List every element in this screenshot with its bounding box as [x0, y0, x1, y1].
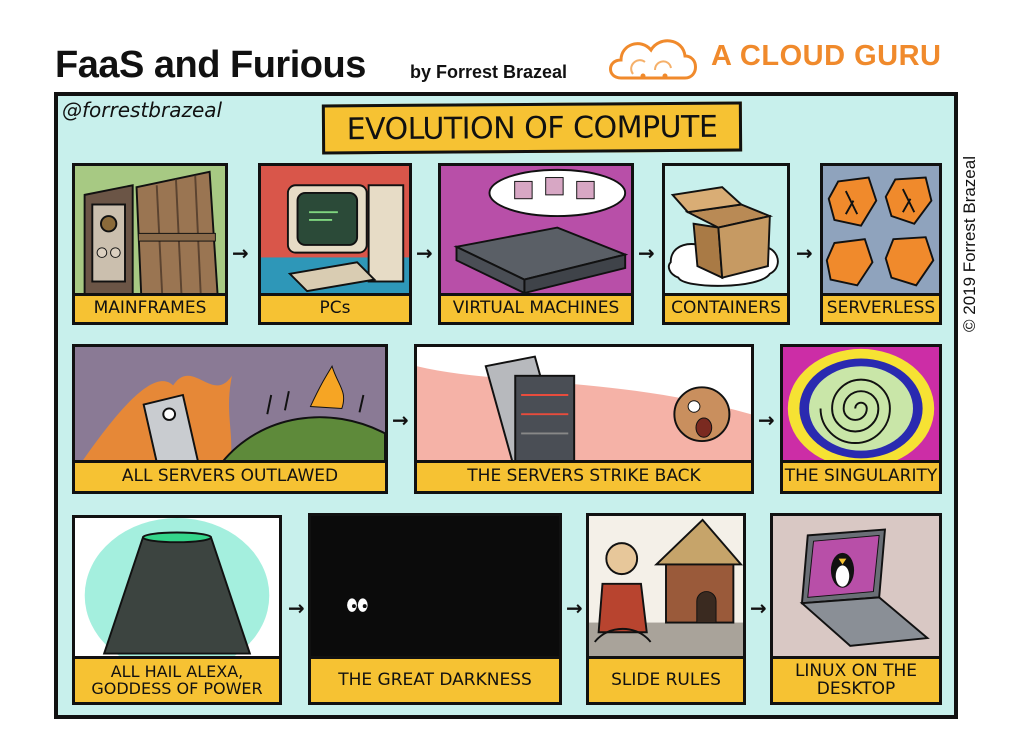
caption-mainframes: MAINFRAMES	[72, 293, 228, 325]
mainframe-icon	[75, 166, 225, 320]
copyright-notice: © 2019 Forrest Brazeal	[960, 156, 979, 332]
arrow-icon: →	[796, 241, 813, 265]
byline: by Forrest Brazeal	[410, 62, 568, 82]
arrow-icon: →	[288, 596, 305, 620]
arrow-icon: →	[416, 241, 433, 265]
arrow-icon: →	[392, 408, 409, 432]
caption-servers-strike-back: THE SERVERS STRIKE BACK	[414, 460, 754, 494]
arrow-icon: →	[750, 596, 767, 620]
caption-great-darkness: THE GREAT DARKNESS	[308, 656, 562, 705]
arrow-icon: →	[638, 241, 655, 265]
brand-wordmark: A CLOUD GURU	[711, 40, 942, 72]
caption-linux-desktop: LINUX ON THE DESKTOP	[770, 656, 942, 705]
caption-all-servers-outlawed: ALL SERVERS OUTLAWED	[72, 460, 388, 494]
caption-alexa: ALL HAIL ALEXA, GODDESS OF POWER	[72, 656, 282, 705]
caption-containers: CONTAINERS	[662, 293, 790, 325]
comic-title: FaaS and Furious	[55, 44, 366, 86]
caption-serverless: SERVERLESS	[820, 293, 942, 325]
cloud-logo-icon	[609, 39, 697, 80]
caption-pcs: PCs	[258, 293, 412, 325]
arrow-icon: →	[758, 408, 775, 432]
arrow-icon: →	[566, 596, 583, 620]
comic-banner: EVOLUTION OF COMPUTE	[321, 101, 743, 155]
caption-slide-rules: SLIDE RULES	[586, 656, 746, 705]
caption-singularity: THE SINGULARITY	[780, 460, 942, 494]
arrow-icon: →	[232, 241, 249, 265]
caption-virtual-machines: VIRTUAL MACHINES	[438, 293, 634, 325]
author-handle: @forrestbrazeal	[62, 98, 223, 122]
